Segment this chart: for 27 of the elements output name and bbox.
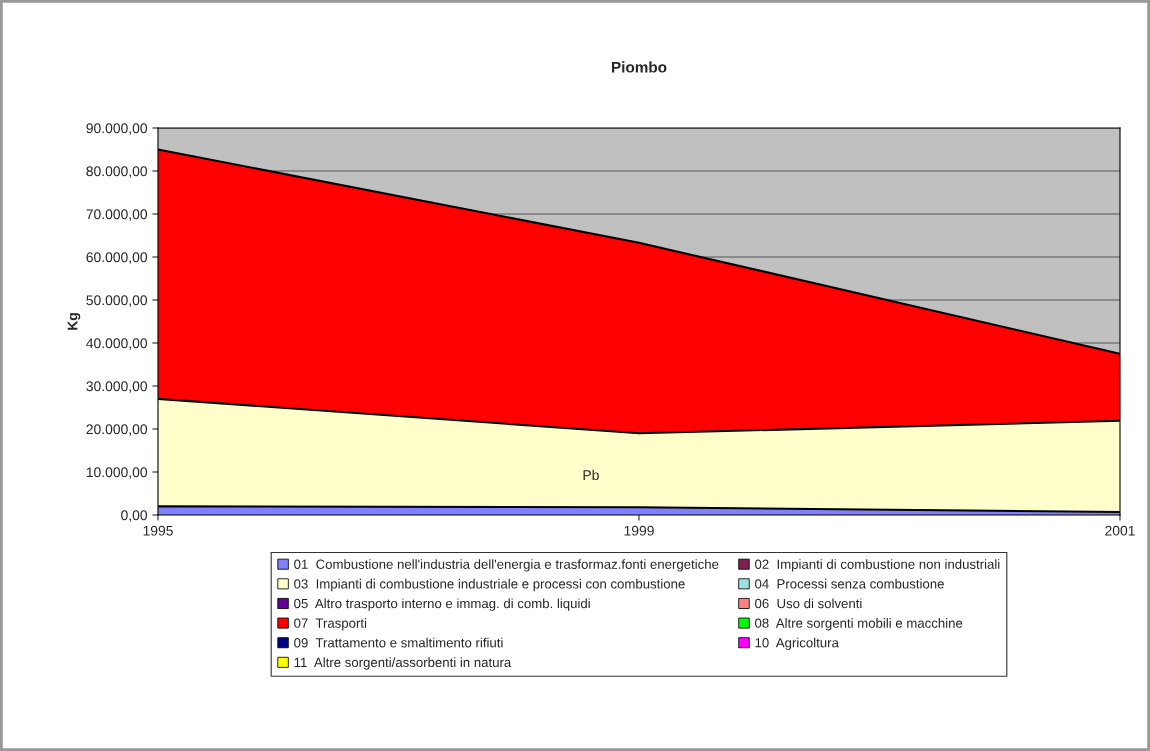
legend-label: 04 Processi senza combustione [755,578,944,589]
legend-label: 02 Impianti di combustione non industriali [755,559,1000,572]
y-tick-label: 30.000,00 [86,381,148,393]
legend-label: 06 Uso di solventi [755,598,862,609]
legend-label: 08 Altre sorgenti mobili e macchine [755,618,963,631]
legend-label: 11 Altre sorgenti/assorbenti in natura [294,657,512,670]
x-tick-label: 1995 [143,525,173,536]
y-tick-label: 20.000,00 [86,424,148,436]
chart-title: Piombo [612,61,667,73]
legend-label: 10 Agricoltura [755,637,839,651]
y-tick-label: 10.000,00 [86,467,148,479]
y-axis-title: Kg [67,313,81,330]
x-tick-label: 1999 [624,525,654,536]
legend-label: 05 Altro trasporto interno e immag. di comb. liquidi [294,598,590,611]
annotation: Pb [583,469,599,481]
y-tick-label: 60.000,00 [86,252,148,264]
y-tick-label: 80.000,00 [86,166,148,178]
y-tick-label: 50.000,00 [86,295,148,307]
legend-label: 01 Combustione nell'industria dell'energia e trasformaz.fonti energetiche [294,559,719,572]
legend-label: 03 Impianti di combustione industriale e processi con combustione [294,578,685,592]
x-tick-label: 2001 [1105,525,1135,536]
y-tick-label: 90.000,00 [86,123,148,135]
y-tick-label: 40.000,00 [86,338,148,350]
y-tick-label: 70.000,00 [86,209,148,221]
legend-label: 09 Trattamento e smaltimento rifiuti [294,637,503,648]
y-tick-label: 0,00 [121,510,148,522]
legend-label: 07 Trasporti [294,618,367,631]
